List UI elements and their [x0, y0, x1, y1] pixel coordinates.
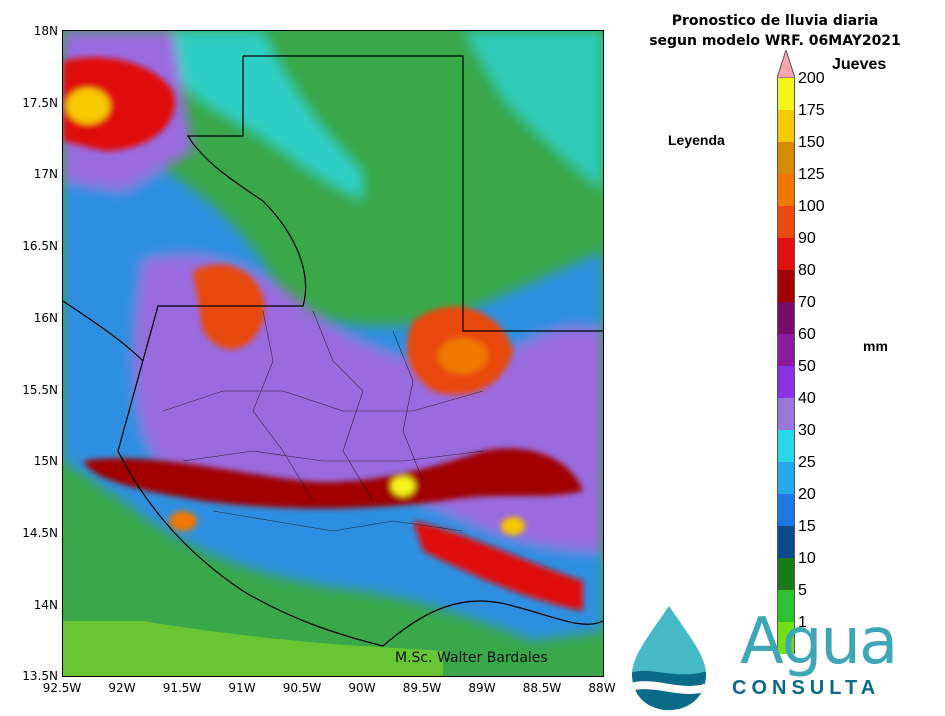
title-line-2: segun modelo WRF. 06MAY2021 [649, 33, 901, 49]
lat-label: 16.5N [22, 239, 58, 253]
colorbar-tick: 30 [798, 422, 816, 439]
orange-rain-core-east [438, 338, 488, 374]
colorbar-tick: 10 [798, 550, 816, 567]
colorbar-swatch-30 [777, 430, 795, 462]
day-label: Jueves [832, 56, 887, 73]
lon-label: 89.5W [402, 681, 442, 695]
colorbar-tick: 1 [798, 614, 807, 631]
boundaries [63, 55, 603, 647]
yellow-rain-spot [391, 476, 415, 496]
water-drop-logo-icon [632, 606, 706, 710]
red-rain-core-northwest [63, 57, 175, 151]
lat-label: 15.5N [22, 383, 58, 397]
colorbar-swatch-175 [777, 110, 795, 142]
colorbar-swatch-40 [777, 398, 795, 430]
orange-rain-spot [169, 511, 197, 531]
department-lines [162, 310, 484, 532]
yellow-rain-spot-east [501, 517, 525, 535]
colorbar-swatch-50 [777, 366, 795, 398]
colorbar-swatch-150 [777, 142, 795, 174]
colorbar-top-arrow [777, 50, 795, 78]
lat-label: 16N [33, 311, 58, 325]
logo-subtitle: CONSULTA [732, 677, 881, 699]
colorbar-swatch-1 [777, 622, 795, 654]
lon-label: 92.5W [42, 681, 82, 695]
lat-label: 13.5N [22, 669, 58, 683]
logo-name: Agua [740, 605, 898, 679]
colorbar-tick: 20 [798, 486, 816, 503]
colorbar-swatch-5 [777, 590, 795, 622]
colorbar-tick: 150 [798, 134, 825, 151]
lon-label: 92W [108, 681, 136, 695]
colorbar-swatch-70 [777, 302, 795, 334]
author-watermark: M.Sc. Walter Bardales [395, 650, 548, 666]
lon-label: 90.5W [282, 681, 322, 695]
dark-red-band-south [83, 448, 583, 509]
legend-title: Leyenda [668, 132, 725, 148]
colorbar-swatch-25 [777, 462, 795, 494]
colorbar-tick: 5 [798, 582, 807, 599]
cyan-rain-area-north [463, 31, 603, 191]
lat-label: 17.5N [22, 96, 58, 110]
lon-label: 88W [588, 681, 616, 695]
lat-label: 14N [33, 598, 58, 612]
colorbar-tick: 200 [798, 70, 825, 87]
colorbar-swatch-20 [777, 494, 795, 526]
southern-boundary [382, 600, 603, 647]
red-rain-core-west [193, 264, 265, 350]
lon-label: 89W [468, 681, 496, 695]
rainfall-field [63, 31, 603, 676]
colorbar-tick: 50 [798, 358, 816, 375]
colorbar-tick: 100 [798, 198, 825, 215]
colorbar-swatch-10 [777, 558, 795, 590]
lat-label: 17N [33, 167, 58, 181]
colorbar-swatch-90 [777, 238, 795, 270]
lon-label: 90W [348, 681, 376, 695]
colorbar-swatch-15 [777, 526, 795, 558]
colorbar-swatch-100 [777, 206, 795, 238]
colorbar-swatch-125 [777, 174, 795, 206]
colorbar-tick: 25 [798, 454, 816, 471]
lon-label: 91W [228, 681, 256, 695]
colorbar-tick: 60 [798, 326, 816, 343]
colorbar-swatch-60 [777, 334, 795, 366]
colorbar-swatch-80 [777, 270, 795, 302]
lon-label: 88.5W [522, 681, 562, 695]
unit-label: mm [863, 338, 888, 354]
red-band-southeast [413, 521, 583, 611]
mexico-boundary [63, 300, 144, 362]
colorbar-tick: 70 [798, 294, 816, 311]
rainfall-map [62, 30, 604, 677]
guatemala-boundary [243, 55, 603, 332]
colorbar-tick: 40 [798, 390, 816, 407]
colorbar [777, 78, 795, 654]
cyan-rain-area [153, 31, 363, 201]
yellow-rain-core-northwest [66, 88, 110, 124]
country-boundary [117, 56, 384, 647]
lon-label: 91.5W [162, 681, 202, 695]
colorbar-tick: 90 [798, 230, 816, 247]
light-green-area-south [63, 621, 443, 676]
title-line-1: Pronostico de lluvia diaria [671, 13, 879, 29]
lat-label: 18N [33, 24, 58, 38]
colorbar-swatch-200 [777, 78, 795, 110]
colorbar-tick: 125 [798, 166, 825, 183]
colorbar-tick: 80 [798, 262, 816, 279]
lat-label: 15N [33, 454, 58, 468]
colorbar-tick: 15 [798, 518, 816, 535]
colorbar-tick: 175 [798, 102, 825, 119]
lat-label: 14.5N [22, 526, 58, 540]
